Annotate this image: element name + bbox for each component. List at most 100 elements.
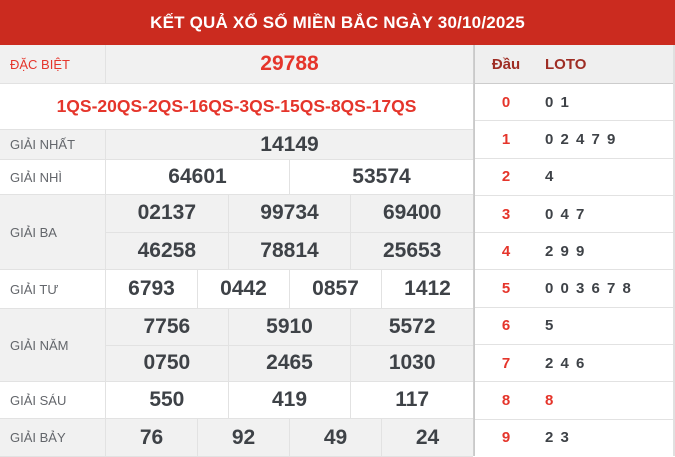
prize-value: 5910 [227, 309, 351, 345]
prize-value: 69400 [350, 195, 473, 232]
prize-row: GIẢI SÁU 550 419 117 [0, 382, 473, 419]
results-body: ĐẶC BIỆT 29788 1QS-20QS-2QS-16QS-3QS-15QS-… [0, 45, 675, 457]
dau-column-header: Đầu [491, 55, 521, 73]
loto-values: 2 3 [545, 429, 571, 447]
prize-row: GIẢI BA 02137 99734 69400 46258 78814 25653 [0, 195, 473, 270]
loto-values: 0 1 [545, 93, 571, 111]
prize-label: GIẢI BA [0, 195, 106, 269]
dau-digit: 0 [501, 93, 511, 111]
prize-label: GIẢI SÁU [0, 382, 106, 418]
prize-values: 29788 [106, 45, 473, 83]
prize-label: GIẢI NĂM [0, 309, 106, 381]
prize-subrow: 46258 78814 25653 [106, 231, 473, 269]
prize-subrow: 29788 [106, 45, 473, 83]
prize-value: 550 [149, 388, 185, 411]
prize-value: 76 [139, 425, 164, 449]
loto-row: 0 0 1 [475, 84, 673, 122]
prize-value: 0750 [143, 351, 191, 375]
prize-value: 7756 [143, 314, 191, 338]
prize-value: 1030 [350, 345, 473, 381]
prize-value: 25653 [350, 232, 473, 269]
prize-row: GIẢI TƯ 6793 0442 0857 1412 [0, 270, 473, 309]
loto-panel-header: Đầu LOTO [475, 45, 673, 84]
loto-values: 2 4 6 [545, 354, 586, 372]
loto-values: 0 2 4 7 9 [545, 130, 617, 148]
loto-row: 3 0 4 7 [475, 196, 673, 234]
prize-row: GIẢI BẢY 76 92 49 24 [0, 419, 473, 457]
loto-values: 8 [545, 392, 555, 410]
prize-subrow: 7756 5910 5572 [106, 309, 473, 345]
dau-digit: 8 [501, 392, 511, 410]
prize-value: 14149 [260, 132, 319, 156]
prize-value: 24 [381, 419, 473, 456]
prize-value: 1412 [381, 270, 473, 308]
prize-value: 99734 [227, 195, 351, 232]
dau-digit: 1 [501, 130, 511, 148]
loto-row: 9 2 3 [475, 420, 673, 456]
prize-values: 550 419 117 [106, 382, 473, 418]
prize-subrow: 76 92 49 24 [106, 419, 473, 456]
loto-values: 5 [545, 317, 555, 335]
loto-row: 7 2 4 6 [475, 345, 673, 383]
prize-value: 5572 [350, 309, 473, 345]
loto-row: 1 0 2 4 7 9 [475, 121, 673, 159]
prize-label: GIẢI BẢY [0, 419, 106, 456]
page-title: KẾT QUẢ XỔ SỐ MIỀN BẮC NGÀY 30/10/2025 [0, 0, 675, 45]
prize-subrow: 64601 53574 [106, 160, 473, 194]
special-codes-row: 1QS-20QS-2QS-16QS-3QS-15QS-8QS-17QS [0, 84, 473, 130]
prize-subrow: 550 419 117 [106, 382, 473, 418]
prize-value: 0442 [197, 270, 289, 308]
prize-row: ĐẶC BIỆT 29788 [0, 45, 473, 84]
prize-value: 419 [227, 382, 351, 418]
prize-value: 6793 [128, 277, 175, 300]
prize-label: ĐẶC BIỆT [0, 45, 106, 83]
prize-value: 78814 [227, 232, 351, 269]
dau-digit: 7 [501, 354, 511, 372]
dau-digit: 2 [501, 168, 511, 186]
prize-label: GIẢI NHÌ [0, 160, 106, 194]
loto-values: 0 0 3 6 7 8 [545, 280, 633, 298]
prize-label: GIẢI NHẤT [0, 130, 106, 159]
prize-table: ĐẶC BIỆT 29788 1QS-20QS-2QS-16QS-3QS-15QS-… [0, 45, 474, 457]
prize-subrow: 14149 [106, 130, 473, 159]
prize-values: 6793 0442 0857 1412 [106, 270, 473, 308]
prize-value: 46258 [137, 238, 197, 262]
prize-value: 0857 [289, 270, 381, 308]
dau-digit: 5 [501, 280, 511, 298]
loto-column-header: LOTO [545, 55, 587, 73]
prize-value: 2465 [227, 345, 351, 381]
dau-digit: 3 [501, 205, 511, 223]
prize-values: 14149 [106, 130, 473, 159]
prize-values: 64601 53574 [106, 160, 473, 194]
loto-values: 4 [545, 168, 555, 186]
prize-value: 53574 [289, 160, 473, 194]
dau-digit: 6 [501, 317, 511, 335]
dau-digit: 9 [501, 429, 511, 447]
prize-row: GIẢI NHẤT 14149 [0, 130, 473, 160]
dau-digit: 4 [501, 242, 511, 260]
prize-value: 02137 [137, 201, 197, 225]
prize-values: 02137 99734 69400 46258 78814 25653 [106, 195, 473, 269]
prize-row: GIẢI NHÌ 64601 53574 [0, 160, 473, 195]
prize-values: 76 92 49 24 [106, 419, 473, 456]
loto-values: 0 4 7 [545, 205, 586, 223]
prize-value: 29788 [260, 52, 319, 75]
loto-row: 4 2 9 9 [475, 233, 673, 271]
loto-row: 5 0 0 3 6 7 8 [475, 270, 673, 308]
prize-subrow: 0750 2465 1030 [106, 344, 473, 381]
prize-value: 64601 [168, 165, 227, 188]
prize-value: 49 [289, 419, 381, 456]
prize-values: 7756 5910 5572 0750 2465 1030 [106, 309, 473, 381]
prize-row: GIẢI NĂM 7756 5910 5572 0750 2465 1030 [0, 309, 473, 382]
prize-value: 117 [350, 382, 473, 418]
loto-values: 2 9 9 [545, 242, 586, 260]
prize-label: GIẢI TƯ [0, 270, 106, 308]
prize-subrow: 6793 0442 0857 1412 [106, 270, 473, 308]
prize-subrow: 02137 99734 69400 [106, 195, 473, 232]
prize-value: 92 [197, 419, 289, 456]
